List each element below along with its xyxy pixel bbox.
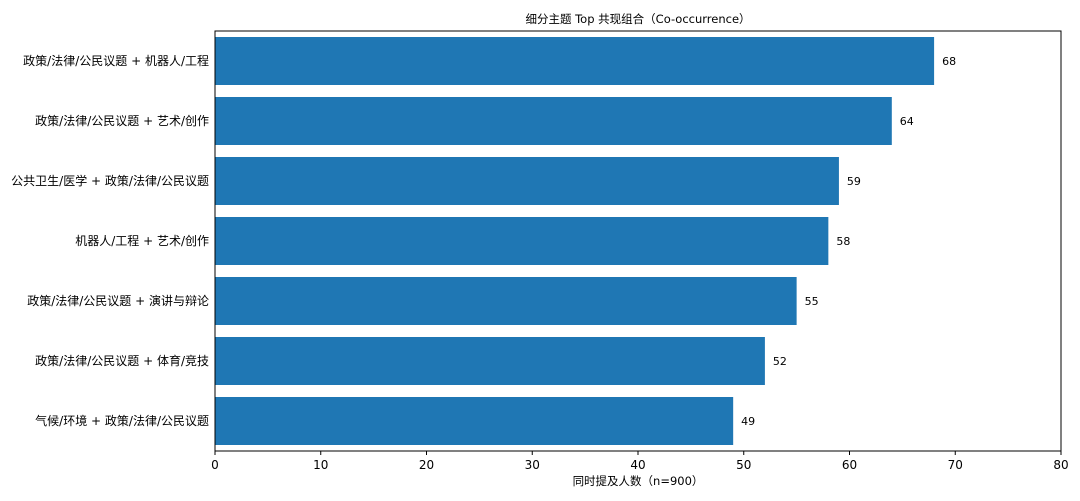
category-label: 政策/法律/公民议题 + 体育/竞技 bbox=[35, 353, 209, 368]
bar bbox=[215, 97, 892, 145]
data-labels: 68 64 59 58 55 52 49 bbox=[741, 55, 956, 428]
bars-layer bbox=[215, 37, 935, 445]
x-tick-label: 50 bbox=[736, 458, 751, 472]
data-label: 59 bbox=[847, 175, 861, 188]
data-label: 58 bbox=[836, 235, 850, 248]
data-label: 49 bbox=[741, 415, 755, 428]
bar bbox=[215, 217, 829, 265]
x-axis-label: 同时提及人数（n=900） bbox=[573, 474, 704, 488]
x-tick-label: 20 bbox=[419, 458, 434, 472]
bar bbox=[215, 157, 839, 205]
x-tick-label: 80 bbox=[1053, 458, 1068, 472]
x-tick-label: 30 bbox=[525, 458, 540, 472]
x-tick-label: 10 bbox=[313, 458, 328, 472]
category-label: 气候/环境 + 政策/法律/公民议题 bbox=[35, 413, 209, 428]
bar bbox=[215, 277, 797, 325]
category-label: 机器人/工程 + 艺术/创作 bbox=[75, 233, 209, 248]
category-label: 政策/法律/公民议题 + 演讲与辩论 bbox=[27, 293, 209, 308]
bar bbox=[215, 37, 935, 85]
x-axis: 0 10 20 30 40 50 60 70 80 bbox=[211, 451, 1069, 472]
data-label: 52 bbox=[773, 355, 787, 368]
data-label: 68 bbox=[942, 55, 956, 68]
x-tick-label: 0 bbox=[211, 458, 219, 472]
x-tick-label: 40 bbox=[630, 458, 645, 472]
category-label: 公共卫生/医学 + 政策/法律/公民议题 bbox=[11, 173, 209, 188]
data-label: 64 bbox=[900, 115, 914, 128]
x-tick-label: 60 bbox=[842, 458, 857, 472]
category-label: 政策/法律/公民议题 + 艺术/创作 bbox=[35, 114, 209, 128]
chart-title: 细分主题 Top 共现组合（Co-occurrence） bbox=[525, 12, 750, 26]
bar bbox=[215, 337, 765, 385]
data-label: 55 bbox=[805, 295, 819, 308]
x-tick-label: 70 bbox=[948, 458, 963, 472]
bar bbox=[215, 397, 734, 445]
category-label: 政策/法律/公民议题 + 机器人/工程 bbox=[23, 53, 209, 68]
